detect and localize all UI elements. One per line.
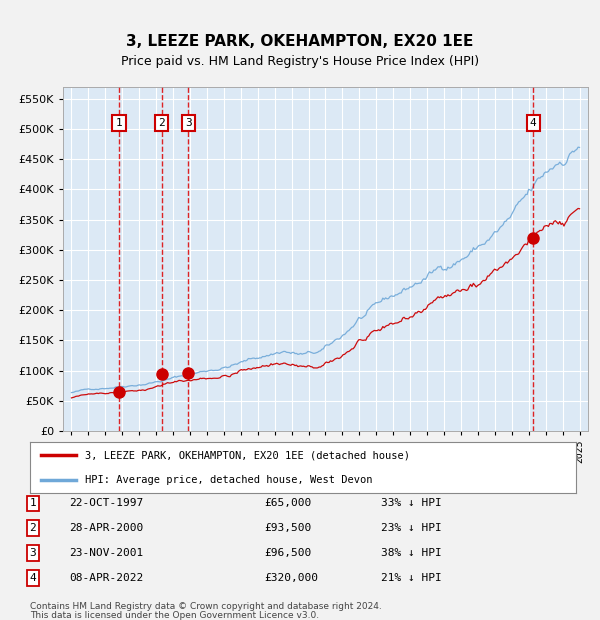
Text: 08-APR-2022: 08-APR-2022: [69, 573, 143, 583]
Text: 2: 2: [158, 118, 165, 128]
Text: This data is licensed under the Open Government Licence v3.0.: This data is licensed under the Open Gov…: [30, 611, 319, 620]
Text: £320,000: £320,000: [264, 573, 318, 583]
Text: 4: 4: [29, 573, 37, 583]
Text: £65,000: £65,000: [264, 498, 311, 508]
Text: 3, LEEZE PARK, OKEHAMPTON, EX20 1EE: 3, LEEZE PARK, OKEHAMPTON, EX20 1EE: [127, 34, 473, 49]
Text: 2: 2: [29, 523, 37, 533]
Text: Contains HM Land Registry data © Crown copyright and database right 2024.: Contains HM Land Registry data © Crown c…: [30, 602, 382, 611]
Text: 23% ↓ HPI: 23% ↓ HPI: [381, 523, 442, 533]
Text: 22-OCT-1997: 22-OCT-1997: [69, 498, 143, 508]
Text: Price paid vs. HM Land Registry's House Price Index (HPI): Price paid vs. HM Land Registry's House …: [121, 56, 479, 68]
Text: £93,500: £93,500: [264, 523, 311, 533]
Text: 1: 1: [29, 498, 37, 508]
Text: 33% ↓ HPI: 33% ↓ HPI: [381, 498, 442, 508]
Text: 28-APR-2000: 28-APR-2000: [69, 523, 143, 533]
Text: 23-NOV-2001: 23-NOV-2001: [69, 548, 143, 558]
Text: 38% ↓ HPI: 38% ↓ HPI: [381, 548, 442, 558]
Text: HPI: Average price, detached house, West Devon: HPI: Average price, detached house, West…: [85, 475, 372, 485]
Text: 3: 3: [185, 118, 191, 128]
Text: 3: 3: [29, 548, 37, 558]
Text: 3, LEEZE PARK, OKEHAMPTON, EX20 1EE (detached house): 3, LEEZE PARK, OKEHAMPTON, EX20 1EE (det…: [85, 450, 410, 460]
Text: 21% ↓ HPI: 21% ↓ HPI: [381, 573, 442, 583]
Text: 1: 1: [116, 118, 122, 128]
Text: £96,500: £96,500: [264, 548, 311, 558]
Text: 4: 4: [530, 118, 536, 128]
